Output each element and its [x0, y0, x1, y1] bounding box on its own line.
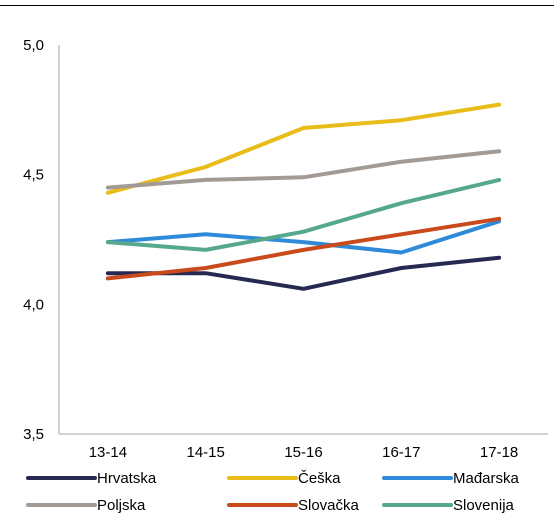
series-line-češka — [105, 102, 502, 195]
x-tick-label: 14-15 — [187, 444, 225, 461]
legend-item: Slovenija — [382, 497, 515, 514]
series-line-poljska — [105, 149, 502, 190]
legend-label: Slovačka — [298, 497, 360, 514]
legend-label: Hrvatska — [97, 470, 157, 487]
legend-item: Hrvatska — [26, 470, 157, 487]
y-tick-label: 4,0 — [23, 296, 44, 313]
top-divider — [0, 5, 554, 6]
legend-item: Slovačka — [227, 497, 360, 514]
x-tick-label: 13-14 — [89, 444, 127, 461]
legend-label: Slovenija — [453, 497, 515, 514]
y-tick-label: 3,5 — [23, 426, 44, 443]
y-tick-labels: 5,0 4,5 4,0 3,5 — [23, 37, 44, 443]
y-tick-label: 4,5 — [23, 167, 44, 184]
series-lines — [105, 102, 502, 291]
series-line-slovačka — [105, 216, 502, 281]
legend: Hrvatska Češka Mađarska Poljska Slovačka Slov… — [26, 470, 520, 514]
legend-item: Mađarska — [382, 470, 520, 487]
x-tick-label: 17-18 — [480, 444, 518, 461]
legend-label: Poljska — [97, 497, 146, 514]
legend-item: Poljska — [26, 497, 146, 514]
axes — [58, 45, 548, 435]
x-tick-label: 16-17 — [382, 444, 420, 461]
series-line-mađarska — [105, 219, 502, 255]
legend-label: Češka — [298, 470, 341, 487]
x-tick-labels: 13-14 14-15 15-16 16-17 17-18 — [89, 444, 519, 461]
legend-label: Mađarska — [453, 470, 520, 487]
x-tick-label: 15-16 — [284, 444, 322, 461]
series-line-slovenija — [105, 177, 502, 252]
y-tick-label: 5,0 — [23, 37, 44, 54]
legend-item: Češka — [227, 470, 341, 487]
